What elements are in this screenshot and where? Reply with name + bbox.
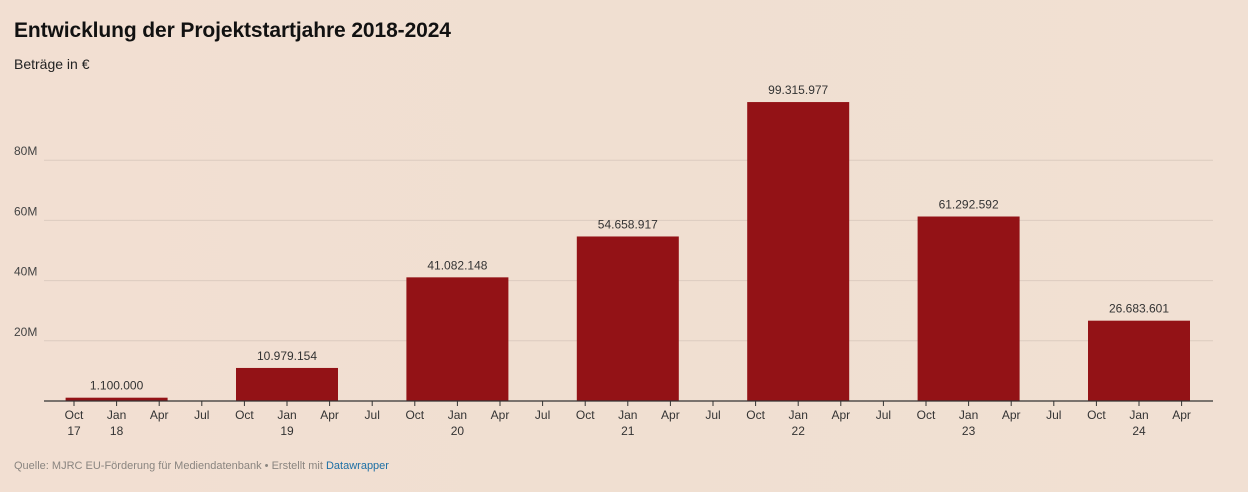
- datawrapper-link[interactable]: Datawrapper: [325, 460, 389, 472]
- x-tick-label: Oct: [65, 408, 84, 422]
- x-tick-label: Oct: [235, 408, 254, 422]
- x-year-label: 24: [1132, 424, 1146, 438]
- y-tick-label: 20M: [14, 325, 37, 339]
- x-tick-label: Oct: [1087, 408, 1106, 422]
- value-label: 10.979.154: [257, 349, 317, 363]
- chart-title: Entwicklung der Projektstartjahre 2018-2…: [14, 19, 451, 42]
- bar-2023: [917, 216, 1020, 401]
- x-tick-label: Jan: [789, 408, 808, 422]
- bar-2022: [747, 102, 850, 402]
- value-label: 41.082.148: [427, 258, 487, 272]
- x-tick-label: Apr: [150, 408, 169, 422]
- x-tick-label: Jul: [705, 408, 720, 422]
- x-year-label: 18: [110, 424, 124, 438]
- x-tick-label: Oct: [746, 408, 765, 422]
- y-tick-label: 40M: [14, 265, 37, 279]
- bar-2020: [406, 277, 509, 401]
- x-tick-label: Jan: [1129, 408, 1148, 422]
- x-year-label: 17: [67, 424, 81, 438]
- bar-2018: [65, 397, 168, 401]
- x-tick-label: Oct: [917, 408, 936, 422]
- x-tick-label: Jul: [535, 408, 550, 422]
- x-tick-label: Jul: [194, 408, 209, 422]
- x-year-label: 21: [621, 424, 635, 438]
- value-label: 99.315.977: [768, 83, 828, 97]
- x-tick-label: Oct: [576, 408, 595, 422]
- x-tick-label: Jul: [876, 408, 891, 422]
- x-tick-label: Apr: [831, 408, 850, 422]
- footer: Quelle: MJRC EU-Förderung für Mediendate…: [14, 460, 389, 472]
- x-tick-label: Jan: [618, 408, 637, 422]
- source-text: Quelle: MJRC EU-Förderung für Mediendate…: [14, 460, 326, 472]
- x-tick-label: Jan: [107, 408, 126, 422]
- x-tick-label: Oct: [405, 408, 424, 422]
- x-year-label: 23: [962, 424, 976, 438]
- x-year-label: 22: [792, 424, 806, 438]
- bar-2019: [236, 367, 338, 401]
- x-year-label: 19: [280, 424, 294, 438]
- value-label: 1.100.000: [90, 379, 144, 393]
- x-tick-label: Apr: [491, 408, 510, 422]
- bar-2024: [1088, 320, 1190, 401]
- value-label: 54.658.917: [598, 217, 658, 231]
- x-tick-label: Jan: [959, 408, 978, 422]
- x-tick-label: Jan: [277, 408, 296, 422]
- bar-layer: 1.100.000 10.979.154 41.082.148 54.658.917 9…: [65, 83, 1190, 402]
- x-tick-label: Apr: [320, 408, 339, 422]
- x-tick-label: Jan: [448, 408, 467, 422]
- x-tick-label: Apr: [1172, 408, 1191, 422]
- axis-layer: Oct 17 Jan 18 Apr Jul Oct Jan 19 Apr Jul Oct Jan 20 Ap…: [44, 400, 1213, 438]
- x-tick-label: Apr: [1002, 408, 1021, 422]
- x-tick-label: Jul: [1046, 408, 1061, 422]
- bar-chart: 20M 40M 60M 80M 1.100.000 10.979.154 41.082.1…: [14, 83, 1213, 438]
- x-year-label: 20: [451, 424, 465, 438]
- y-tick-label: 80M: [14, 144, 37, 158]
- x-tick-label: Apr: [661, 408, 680, 422]
- chart-subtitle: Beträge in €: [14, 56, 90, 72]
- bar-2021: [576, 236, 679, 401]
- value-label: 61.292.592: [939, 198, 999, 212]
- value-label: 26.683.601: [1109, 302, 1169, 316]
- y-tick-label: 60M: [14, 204, 37, 218]
- x-tick-label: Jul: [365, 408, 380, 422]
